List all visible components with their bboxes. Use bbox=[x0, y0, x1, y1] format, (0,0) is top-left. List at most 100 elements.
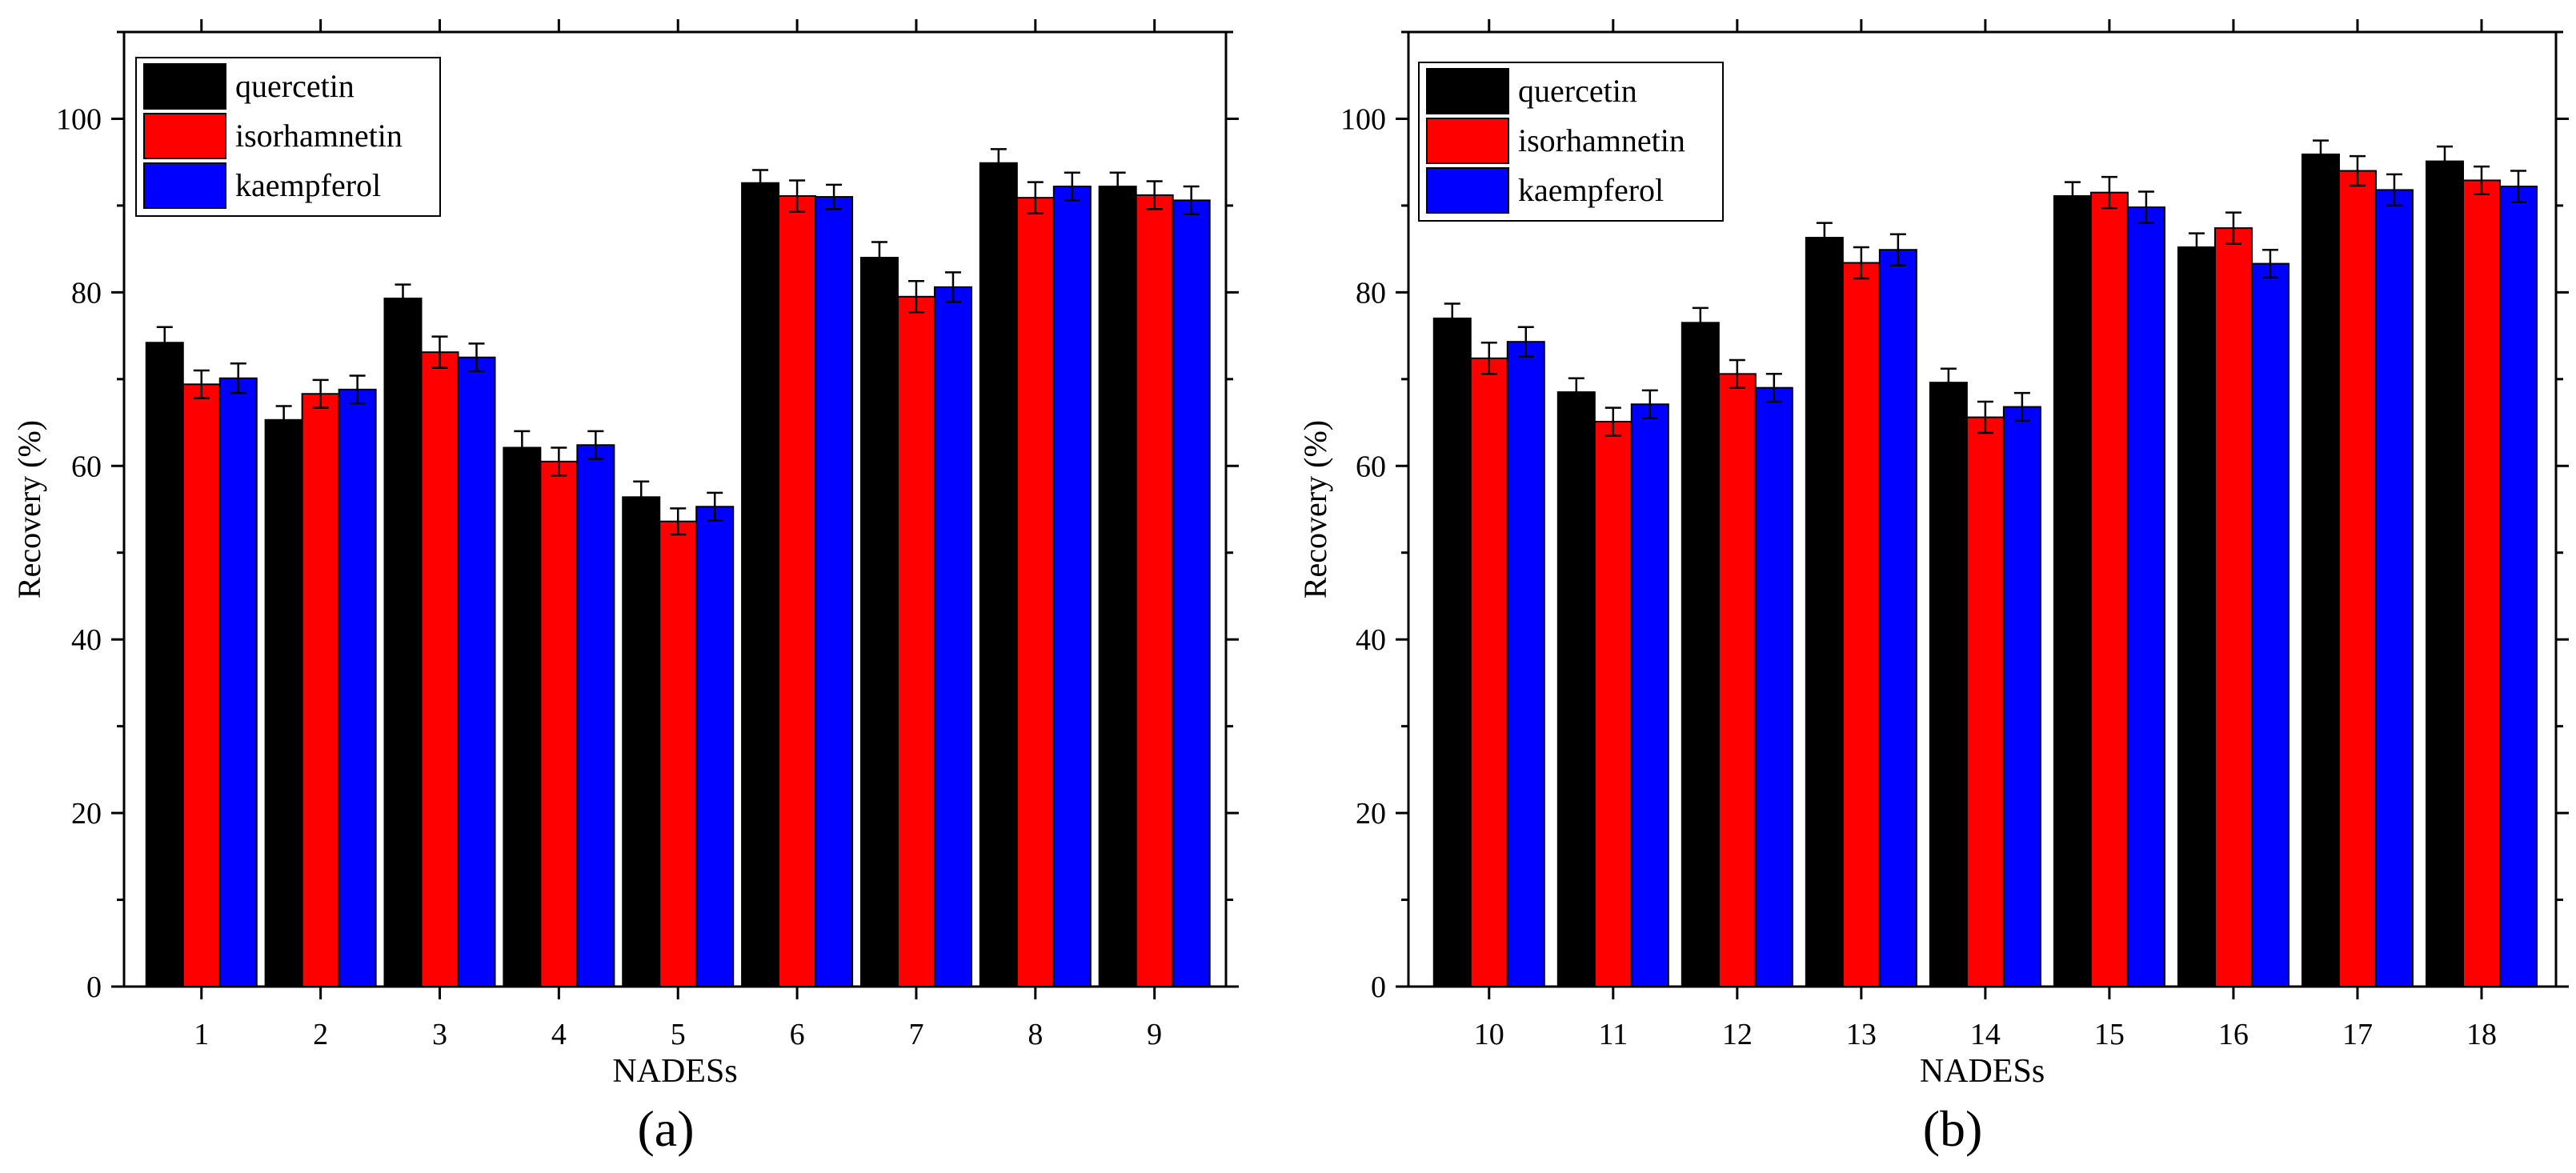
bar-quercetin bbox=[503, 446, 542, 987]
x-tick-label: 8 bbox=[1028, 1018, 1043, 1051]
bar-isorhamnetin bbox=[1841, 262, 1881, 988]
y-axis-title: Recovery (%) bbox=[1297, 420, 1333, 599]
y-tick-label: 40 bbox=[71, 623, 102, 657]
bar-quercetin bbox=[1098, 186, 1137, 988]
bar-kaempferol bbox=[457, 356, 496, 988]
legend-label: isorhamnetin bbox=[235, 118, 403, 154]
bar-quercetin bbox=[1805, 237, 1844, 987]
x-tick-label: 17 bbox=[2342, 1018, 2373, 1051]
y-tick-label: 0 bbox=[86, 971, 102, 1004]
bar-kaempferol bbox=[338, 388, 377, 988]
bar-isorhamnetin bbox=[778, 194, 817, 988]
bar-kaempferol bbox=[933, 286, 972, 987]
bar-isorhamnetin bbox=[2462, 179, 2501, 987]
bar-isorhamnetin bbox=[1717, 373, 1757, 987]
chart-panel-b: 0 20 40 60 80 100 10 11 12 13 14 15 16 17 18 Recovery (… bbox=[1297, 19, 2569, 1157]
x-tick-label: 1 bbox=[194, 1018, 209, 1051]
y-tick-label: 60 bbox=[1356, 450, 1386, 483]
bar-quercetin bbox=[383, 297, 423, 987]
bar-quercetin bbox=[2177, 246, 2216, 987]
legend-swatch bbox=[1426, 167, 1509, 214]
bar-isorhamnetin bbox=[539, 460, 579, 987]
bar-kaempferol bbox=[1172, 199, 1211, 988]
legend-swatch bbox=[143, 162, 226, 209]
bar-quercetin bbox=[1432, 317, 1472, 987]
x-tick-label: 6 bbox=[790, 1018, 805, 1051]
x-tick-label: 9 bbox=[1147, 1018, 1162, 1051]
bar-kaempferol bbox=[2250, 262, 2290, 988]
bar-quercetin bbox=[622, 496, 661, 987]
x-tick-label: 4 bbox=[551, 1018, 567, 1051]
y-tick-label: 20 bbox=[71, 797, 102, 831]
bar-kaempferol bbox=[1630, 403, 1669, 987]
x-tick-label: 16 bbox=[2218, 1018, 2249, 1051]
bar-isorhamnetin bbox=[182, 383, 221, 987]
x-tick-label: 5 bbox=[671, 1018, 686, 1051]
bar-kaempferol bbox=[695, 506, 735, 987]
y-tick-label: 20 bbox=[1356, 797, 1386, 831]
bar-quercetin bbox=[1556, 391, 1596, 987]
bar-quercetin bbox=[145, 342, 184, 987]
bar-kaempferol bbox=[2126, 206, 2165, 987]
y-tick-label: 100 bbox=[56, 102, 102, 136]
bar-quercetin bbox=[2053, 194, 2092, 988]
x-tick-label: 12 bbox=[1722, 1018, 1753, 1051]
bar-kaempferol bbox=[1506, 341, 1545, 987]
x-tick-label: 11 bbox=[1598, 1018, 1628, 1051]
bar-isorhamnetin bbox=[1965, 416, 2005, 987]
bar-kaempferol bbox=[1052, 186, 1092, 988]
y-tick-label: 0 bbox=[1371, 971, 1386, 1004]
bar-isorhamnetin bbox=[1469, 357, 1508, 988]
x-tick-label: 10 bbox=[1474, 1018, 1504, 1051]
legend-swatch bbox=[143, 113, 226, 159]
bar-quercetin bbox=[979, 162, 1018, 987]
bar-quercetin bbox=[1681, 322, 1720, 987]
panel-label: (a) bbox=[637, 1100, 694, 1157]
y-tick-label: 100 bbox=[1340, 102, 1386, 136]
legend-swatch bbox=[1426, 68, 1509, 114]
bar-isorhamnetin bbox=[301, 393, 340, 988]
bar-quercetin bbox=[2425, 160, 2464, 987]
bar-isorhamnetin bbox=[1135, 194, 1174, 988]
legend-label: kaempferol bbox=[1518, 172, 1664, 208]
x-tick-label: 13 bbox=[1846, 1018, 1877, 1051]
bar-kaempferol bbox=[2002, 406, 2041, 988]
bar-kaempferol bbox=[218, 377, 258, 987]
legend-label: isorhamnetin bbox=[1518, 122, 1685, 158]
y-axis-title: Recovery (%) bbox=[11, 420, 47, 599]
legend-label: kaempferol bbox=[235, 167, 381, 203]
y-tick-label: 60 bbox=[71, 450, 102, 483]
bar-kaempferol bbox=[2498, 186, 2538, 988]
y-tick-label: 80 bbox=[1356, 276, 1386, 310]
bar-kaempferol bbox=[1878, 249, 1917, 988]
x-tick-label: 15 bbox=[2094, 1018, 2125, 1051]
bar-quercetin bbox=[264, 418, 303, 987]
bar-isorhamnetin bbox=[1593, 420, 1633, 987]
bar-isorhamnetin bbox=[2338, 170, 2377, 987]
y-tick-label: 80 bbox=[71, 276, 102, 310]
bar-kaempferol bbox=[815, 196, 854, 987]
legend-label: quercetin bbox=[235, 68, 355, 104]
bar-quercetin bbox=[1929, 382, 1968, 987]
panel-label: (b) bbox=[1923, 1100, 1983, 1157]
bar-kaempferol bbox=[2374, 189, 2414, 987]
legend-swatch bbox=[143, 63, 226, 110]
x-tick-label: 14 bbox=[1970, 1018, 2001, 1051]
x-tick-label: 18 bbox=[2466, 1018, 2497, 1051]
bar-quercetin bbox=[2301, 153, 2340, 988]
bar-isorhamnetin bbox=[659, 520, 698, 987]
bar-isorhamnetin bbox=[896, 295, 935, 987]
x-tick-label: 7 bbox=[908, 1018, 923, 1051]
bar-isorhamnetin bbox=[2089, 191, 2129, 987]
bar-isorhamnetin bbox=[420, 351, 459, 987]
y-tick-label: 40 bbox=[1356, 623, 1386, 657]
x-axis-title: NADESs bbox=[612, 1053, 737, 1090]
x-tick-label: 2 bbox=[313, 1018, 328, 1051]
x-axis-title: NADESs bbox=[1920, 1053, 2045, 1090]
legend-label: quercetin bbox=[1518, 73, 1637, 109]
bar-quercetin bbox=[859, 256, 899, 987]
chart-panel-a: 0 20 40 60 80 100 1 2 3 4 5 6 7 8 9 Recovery (%) NADESs (… bbox=[11, 19, 1239, 1157]
legend-swatch bbox=[1426, 118, 1509, 164]
bar-quercetin bbox=[741, 182, 780, 987]
